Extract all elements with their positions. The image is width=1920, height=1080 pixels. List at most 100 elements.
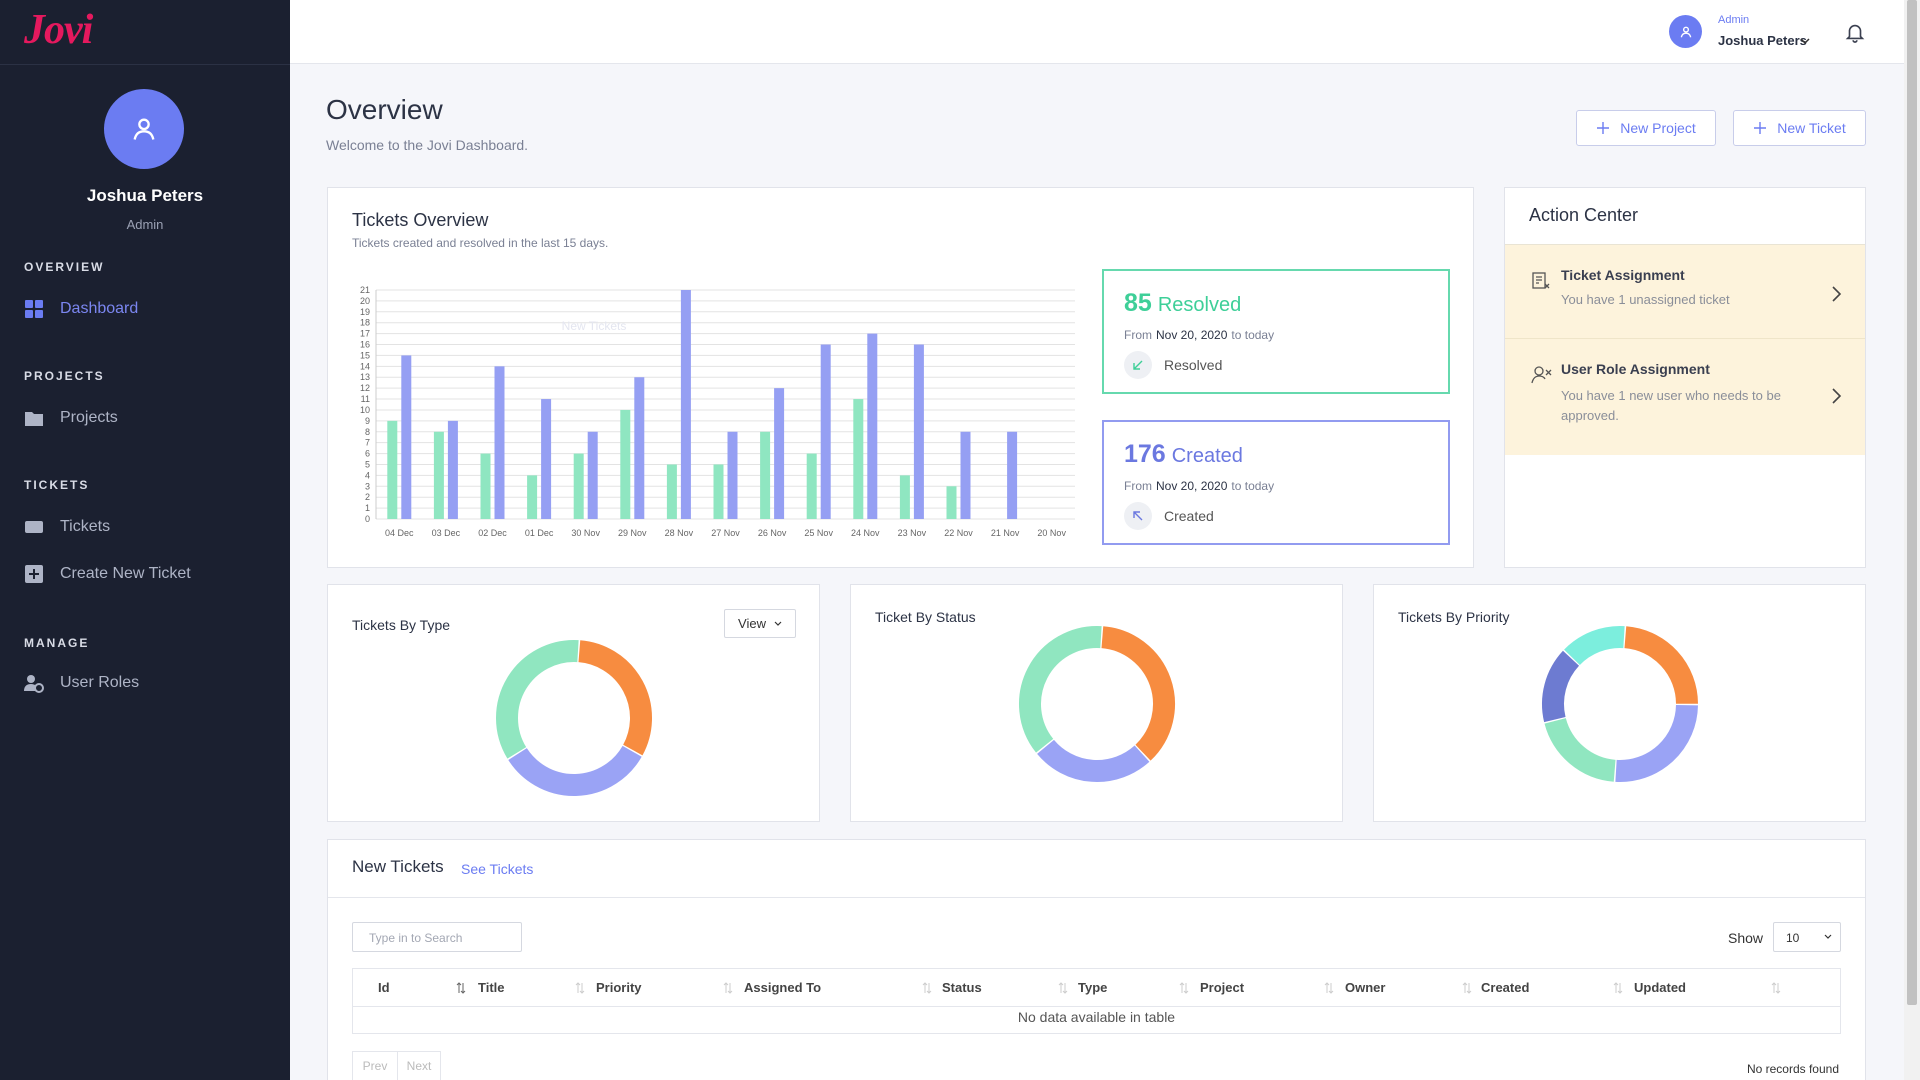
card-title: Tickets By Type <box>352 617 451 633</box>
stat-heading: 176 Created <box>1124 440 1243 469</box>
button-label: View <box>738 616 766 631</box>
icon-part <box>25 521 43 533</box>
tickets-overview-card: Tickets Overview Tickets created and res… <box>327 187 1474 568</box>
sort-arrows <box>1058 982 1068 994</box>
see-tickets-link[interactable]: See Tickets <box>461 861 534 877</box>
divider <box>0 64 290 65</box>
records-info: No records found <box>1746 1062 1839 1076</box>
plus-icon <box>1754 122 1767 134</box>
nav-icon <box>25 412 43 426</box>
topbar-user[interactable]: Joshua Peters <box>1718 33 1807 48</box>
x-tick-label: 03 Dec <box>432 528 461 538</box>
column-header[interactable]: Project <box>1200 980 1245 995</box>
chevron-right <box>1832 286 1842 302</box>
new-ticket-button[interactable]: New Ticket <box>1733 110 1866 146</box>
column-header[interactable]: Assigned To <box>744 980 822 995</box>
y-tick-label: 18 <box>360 318 370 328</box>
range-date: Nov 20, 2020 <box>1156 328 1228 342</box>
empty-message: No data available in table <box>1017 1009 1176 1025</box>
action-item[interactable]: User Role Assignment You have 1 new user… <box>1505 339 1865 455</box>
sort-icon <box>1179 982 1189 994</box>
y-tick-label: 12 <box>360 383 370 393</box>
column-header[interactable]: Title <box>478 980 505 995</box>
nav-item[interactable]: Projects <box>24 406 118 430</box>
nav-item[interactable]: Create New Ticket <box>24 562 191 586</box>
range-from: From <box>1124 328 1152 342</box>
icon-part <box>1680 31 1691 37</box>
action-text: You have 1 new user who needs to be appr… <box>1561 388 1781 423</box>
action-text: You have 1 unassigned ticket <box>1561 292 1730 307</box>
card-title: Action Center <box>1529 205 1639 225</box>
y-tick-label: 19 <box>360 307 370 317</box>
column-header[interactable]: Updated <box>1634 980 1686 995</box>
bar <box>727 431 738 519</box>
scrollbar-thumb[interactable] <box>1907 0 1917 1005</box>
range-until: to today <box>1231 328 1275 342</box>
bar <box>666 464 677 519</box>
card-title: Tickets Overview <box>352 210 489 230</box>
stat-value: 176 <box>1124 440 1166 468</box>
icon-part <box>24 684 35 691</box>
column-header[interactable]: Status <box>942 980 982 995</box>
y-tick-label: 17 <box>360 329 370 339</box>
donut-segment <box>1101 626 1175 761</box>
bar <box>447 420 458 519</box>
icon-part <box>29 569 39 579</box>
button-label: New Project <box>1620 120 1696 136</box>
icon-part <box>27 675 35 683</box>
column-header[interactable]: Created <box>1481 980 1530 995</box>
x-tick-label: 27 Nov <box>711 528 740 538</box>
x-tick-label: 20 Nov <box>1037 528 1066 538</box>
bar <box>867 333 878 519</box>
column-header[interactable]: Owner <box>1345 980 1386 995</box>
sort-icon <box>456 982 466 994</box>
action-item[interactable]: Ticket Assignment You have 1 unassigned … <box>1505 244 1865 339</box>
nav-item[interactable]: Dashboard <box>24 297 138 321</box>
bar <box>960 431 971 519</box>
sort-icon <box>1058 982 1068 994</box>
notification-bell[interactable] <box>1844 20 1866 44</box>
bar <box>713 464 724 519</box>
logo[interactable]: Jovi <box>24 7 93 53</box>
nav-section-title: PROJECTS <box>24 369 105 383</box>
sort-arrows <box>1771 982 1781 994</box>
y-tick-label: 11 <box>361 394 370 404</box>
y-tick-label: 0 <box>365 514 370 524</box>
action-icon <box>1531 366 1552 384</box>
page-size-select[interactable]: 10 <box>1773 922 1841 952</box>
bar <box>946 486 957 519</box>
x-tick-label: 26 Nov <box>758 528 787 538</box>
nav-section-title: TICKETS <box>24 478 90 492</box>
next-button[interactable]: Next <box>397 1051 441 1080</box>
x-tick-label: 22 Nov <box>944 528 973 538</box>
new-project-button[interactable]: New Project <box>1576 110 1716 146</box>
arrow-icon <box>1133 511 1143 521</box>
divider <box>328 897 1865 898</box>
donut-chart <box>1542 626 1698 782</box>
search-input[interactable]: Type in to Search <box>352 922 522 952</box>
donut-card: Tickets By Type View <box>327 584 820 822</box>
column-header[interactable]: Priority <box>596 980 642 995</box>
sort-icon <box>1771 982 1781 994</box>
nav-item[interactable]: Tickets <box>24 515 110 539</box>
plus-icon <box>1597 122 1610 134</box>
stat-label: Resolved <box>1157 294 1242 316</box>
icon-part <box>1532 272 1546 289</box>
view-button[interactable]: View <box>724 609 796 638</box>
topbar: Admin Joshua Peters <box>290 0 1904 64</box>
icon-part <box>25 300 33 308</box>
stat-value: 85 <box>1124 289 1152 317</box>
sort-icon <box>575 982 585 994</box>
y-tick-label: 1 <box>365 503 370 513</box>
column-header[interactable]: Type <box>1078 980 1108 995</box>
nav-item[interactable]: User Roles <box>24 671 139 695</box>
prev-button[interactable]: Prev <box>352 1051 398 1080</box>
icon-part <box>1800 38 1810 45</box>
stat-card: 176 Created From Nov 20, 2020 to today Create… <box>1102 420 1450 545</box>
sort-arrows <box>723 982 733 994</box>
column-header[interactable]: Id <box>378 980 390 995</box>
donut-chart <box>496 640 652 796</box>
topbar-avatar[interactable] <box>1669 15 1702 48</box>
